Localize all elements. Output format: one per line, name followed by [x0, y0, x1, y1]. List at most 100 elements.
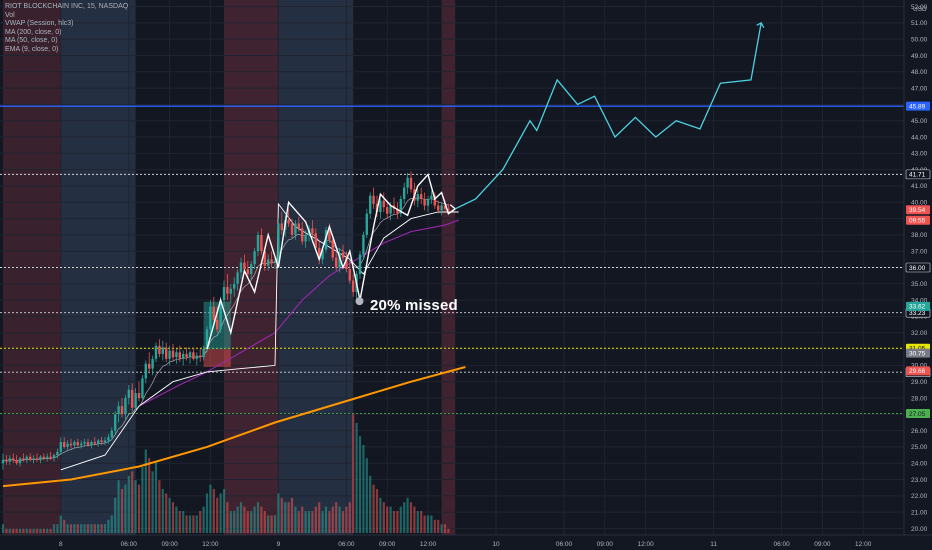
annotation-text[interactable]: 20% missed [370, 297, 458, 314]
volume-bar [260, 506, 263, 533]
price-tag-bg [906, 348, 930, 358]
indicator-ema9[interactable]: EMA (9, close, 0) [5, 45, 59, 53]
price-axis[interactable]: USD 20.00 21.00 22.00 23.00 24.00 25.00 26.00 27… [903, 0, 932, 550]
candle [165, 342, 168, 363]
volume-bar [420, 511, 423, 533]
candle-body [86, 442, 90, 446]
candle [97, 438, 100, 447]
volume-bar [12, 528, 15, 533]
price-tag-label: 09:55 [909, 217, 926, 224]
candle-body [256, 234, 260, 252]
symbol-title[interactable]: RIOT BLOCKCHAIN INC, 15, NASDAQ [5, 3, 129, 10]
volume-bar [80, 524, 83, 533]
indicator-vwap[interactable]: VWAP (Session, hlc3) [5, 20, 74, 28]
candle [362, 231, 365, 260]
candle-body [426, 198, 430, 206]
candle-body [335, 257, 338, 268]
volume-bar [154, 462, 158, 533]
candle [69, 438, 73, 449]
candle [440, 202, 443, 216]
volume-bar [165, 493, 168, 533]
volume-bar [239, 502, 243, 533]
volume-bar [382, 502, 385, 533]
volume-bar [290, 497, 294, 533]
indicator-ma50[interactable]: MA (50, close, 0) [5, 37, 58, 45]
candle-body [110, 430, 113, 438]
candle [154, 342, 158, 363]
candle-body [314, 233, 317, 248]
candle [100, 437, 103, 446]
price-tag-bg [906, 408, 930, 418]
candle-body [131, 389, 134, 408]
candle [175, 349, 178, 364]
candle-body [311, 228, 314, 234]
candle-body [263, 251, 266, 266]
x-tick-label: 11 [710, 541, 717, 548]
volume-bar [56, 524, 59, 533]
candle [236, 269, 239, 291]
volume-bar [161, 489, 164, 533]
candle-body [12, 458, 15, 460]
volume-bar [86, 524, 90, 533]
indicator-volume[interactable]: Vol [5, 11, 15, 19]
volume-bar [250, 511, 253, 533]
volume-bar [246, 511, 249, 533]
candle-body [93, 442, 96, 444]
volume-bar [18, 528, 22, 533]
candle [107, 433, 110, 444]
volume-bar [168, 497, 171, 533]
price-tag: 09:55 [906, 215, 930, 225]
candle [25, 455, 28, 464]
candle-body [406, 177, 409, 188]
volume-bar [15, 528, 18, 533]
candle-body [358, 254, 362, 275]
candle [83, 438, 86, 447]
indicator-ma200[interactable]: MA (200, close, 0) [5, 28, 62, 36]
y-tick-label: 43.00 [911, 151, 928, 158]
volume-bar [426, 515, 430, 533]
candle [365, 208, 368, 239]
candle-body [352, 280, 355, 292]
volume-bar [379, 497, 382, 533]
candle-body [137, 393, 141, 398]
candle [66, 440, 69, 451]
x-tick-label: 06:00 [773, 541, 790, 548]
volume-bar [141, 467, 144, 533]
y-tick-label: 22.00 [911, 493, 928, 500]
candle-body [243, 262, 246, 270]
price-tag: 36.00 [905, 262, 931, 273]
candle-body [83, 442, 86, 444]
volume-bar [199, 511, 202, 533]
candle-body [80, 443, 83, 446]
y-tick-label: 32.00 [911, 330, 928, 337]
candle [148, 352, 151, 374]
candle-body [175, 352, 178, 358]
candle-body [199, 355, 202, 358]
candle [171, 344, 175, 361]
time-axis[interactable]: 8 06:00 09:00 12:00 9 06:00 09:00 12:00 10 06:00 0… [0, 534, 932, 550]
volume-bar [233, 511, 236, 533]
candle [185, 347, 188, 361]
volume-bar [63, 519, 66, 533]
volume-bar [287, 502, 290, 533]
candle-body [141, 378, 144, 398]
drawn-paths [206, 21, 765, 350]
price-axis-bg [904, 0, 932, 550]
chart-legend: RIOT BLOCKCHAIN INC, 15, NASDAQ Vol VWAP… [5, 3, 128, 55]
candle-body [433, 195, 436, 206]
candle [73, 440, 76, 449]
volume-bar [335, 502, 338, 533]
candle [297, 216, 300, 232]
candle-body [253, 251, 256, 265]
y-tick-label: 48.00 [911, 69, 928, 76]
x-tick-label: 12:00 [855, 541, 872, 548]
candle [335, 251, 338, 271]
candle [137, 381, 141, 402]
candle-body [372, 195, 375, 204]
volume-bar [127, 475, 130, 533]
volume-bar [192, 515, 195, 533]
volume-bar [69, 524, 73, 533]
candle [403, 182, 406, 204]
